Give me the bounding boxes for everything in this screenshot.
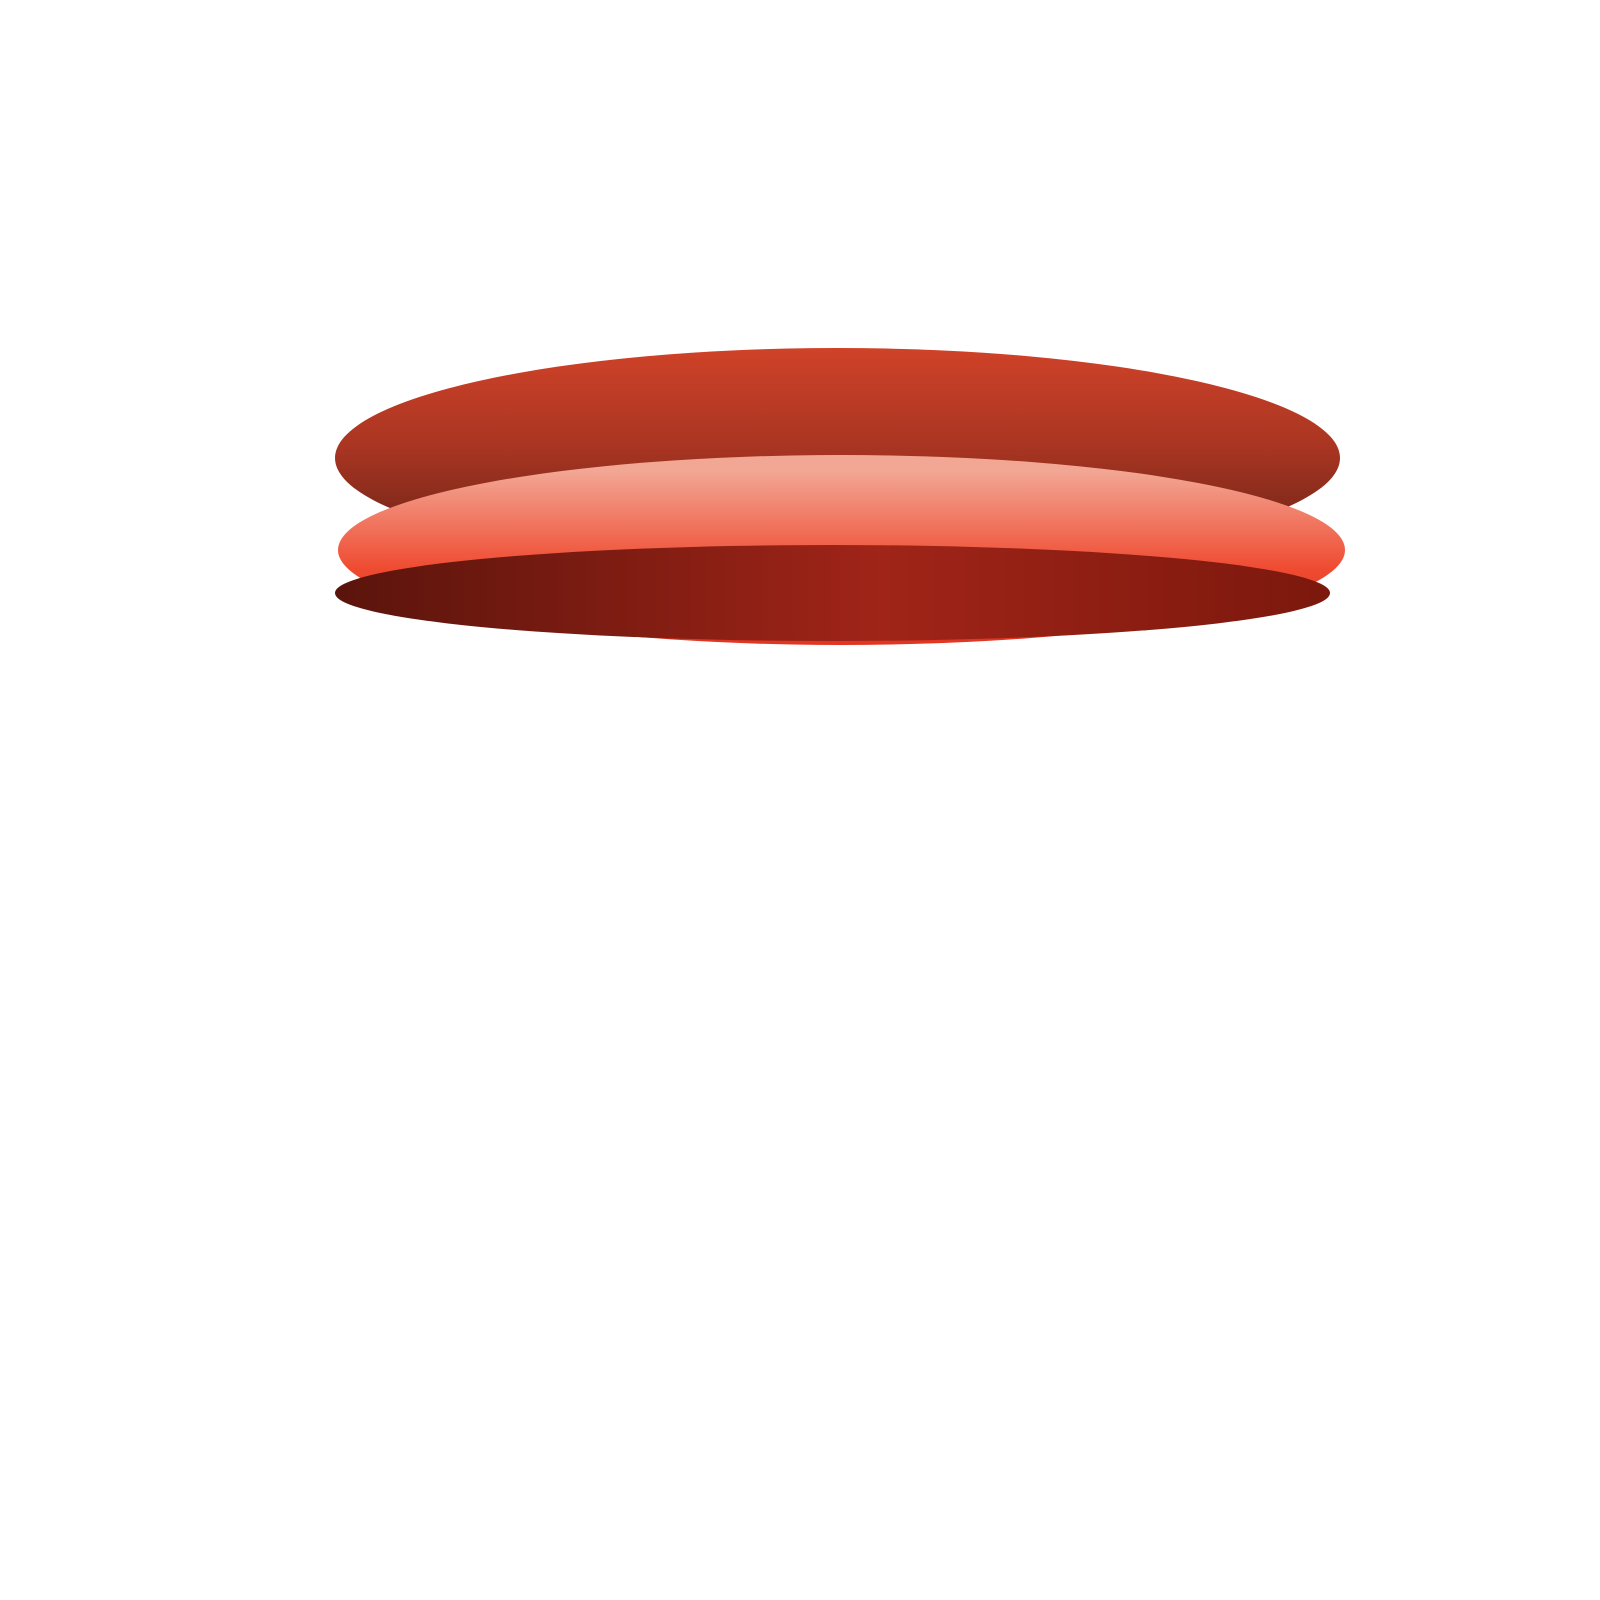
ellipse-gp5 [335,545,1330,641]
